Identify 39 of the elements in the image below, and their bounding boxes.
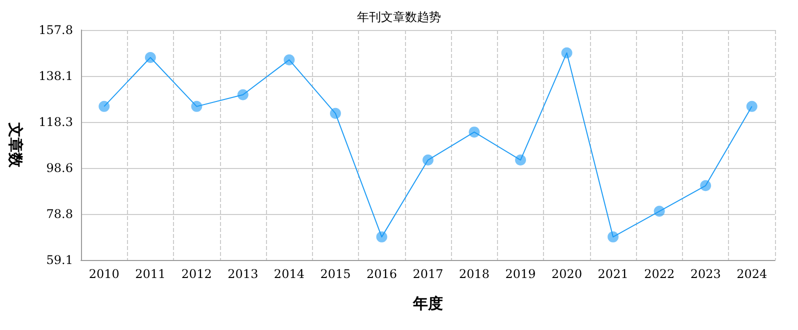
y-tick-label: 118.3 <box>38 115 73 130</box>
x-tick-label: 2013 <box>228 267 258 281</box>
x-tick-label: 2017 <box>412 267 444 281</box>
point <box>376 231 388 242</box>
x-tick-label: 2024 <box>736 267 768 281</box>
x-axis-title: 年度 <box>412 294 443 312</box>
point <box>654 206 665 217</box>
x-tick-label: 2018 <box>458 267 490 281</box>
x-tick-label: 2015 <box>320 267 351 281</box>
x-tick-label: 2010 <box>88 267 120 281</box>
point <box>468 126 480 138</box>
point <box>422 154 434 166</box>
x-tick-label: 2021 <box>598 267 628 281</box>
y-tick-label: 157.8 <box>38 23 73 37</box>
y-tick-label: 78.8 <box>46 207 73 222</box>
point <box>608 231 619 242</box>
x-tick-label: 2012 <box>181 267 212 281</box>
x-tick-label: 2023 <box>690 267 721 281</box>
point <box>98 100 110 112</box>
point <box>746 100 758 112</box>
point <box>330 108 341 119</box>
point <box>700 180 712 192</box>
chart-title: 年刊文章数趋势 <box>357 10 441 24</box>
x-tick-label: 2011 <box>135 267 166 281</box>
point <box>515 154 526 166</box>
x-tick-label: 2016 <box>366 267 398 281</box>
point <box>284 54 295 66</box>
point <box>561 47 572 58</box>
x-tick-label: 2020 <box>552 267 582 281</box>
x-tick-label: 2014 <box>274 267 305 281</box>
y-tick-label: 98.6 <box>46 160 73 175</box>
y-tick-label: 59.1 <box>46 253 73 267</box>
point <box>191 100 202 112</box>
y-tick-label: 138.1 <box>38 68 73 83</box>
x-tick-label: 2019 <box>505 267 536 281</box>
point <box>144 52 156 63</box>
x-tick-label: 2022 <box>644 267 675 281</box>
point <box>237 89 248 100</box>
y-axis-title: 文章数 <box>6 122 24 168</box>
